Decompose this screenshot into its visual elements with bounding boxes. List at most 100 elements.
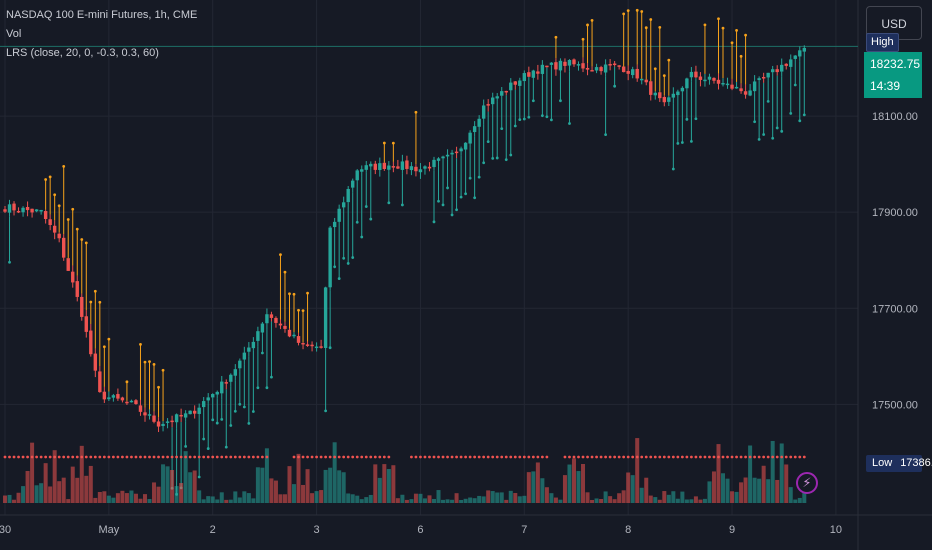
- volume-bar: [61, 477, 66, 503]
- volume-bar: [341, 472, 346, 503]
- candle-body: [730, 84, 734, 89]
- candle-body: [278, 323, 283, 326]
- candle-body: [472, 126, 477, 133]
- lrs-signal-dot: [545, 115, 549, 119]
- lrs-signal-dot: [455, 208, 458, 212]
- volume-signal-dot: [238, 455, 242, 459]
- volume-bar: [585, 492, 590, 503]
- volume-bar: [337, 470, 342, 503]
- volume-bar: [513, 493, 518, 503]
- lrs-signal-dot: [635, 8, 639, 12]
- volume-signal-dot: [188, 455, 192, 459]
- volume-bar: [228, 499, 233, 503]
- volume-bar: [702, 498, 707, 503]
- volume-bar: [562, 475, 567, 503]
- lrs-signal-dot: [93, 289, 97, 293]
- volume-bar: [120, 490, 125, 503]
- candle-body: [355, 170, 359, 181]
- volume-bar: [70, 466, 75, 503]
- candle-body: [450, 152, 454, 155]
- candle-body: [576, 64, 581, 66]
- candle-body: [409, 166, 414, 171]
- candle-body: [373, 163, 377, 170]
- symbol-title[interactable]: NASDAQ 100 E-mini Futures, 1h, CME: [6, 9, 198, 21]
- volume-bar: [581, 463, 586, 503]
- volume-bar: [730, 491, 735, 503]
- candle-body: [667, 97, 671, 102]
- lrs-indicator-label[interactable]: LRS (close, 20, 0, -0.3, 0.3, 60): [6, 47, 159, 59]
- volume-bar: [174, 486, 179, 503]
- volume-bar: [693, 496, 698, 503]
- candle-body: [770, 69, 775, 73]
- volume-signal-dot: [671, 455, 675, 459]
- x-tick-label: 30: [0, 524, 11, 536]
- volume-bar: [260, 467, 265, 503]
- candle-body: [612, 63, 617, 66]
- volume-signal-dot: [608, 455, 612, 459]
- volume-bar: [621, 490, 626, 503]
- volume-signal-dot: [531, 455, 535, 459]
- lightning-icon[interactable]: ⚡: [796, 472, 818, 494]
- volume-bar: [535, 462, 540, 503]
- volume-bar: [382, 464, 387, 503]
- candle-body: [251, 341, 256, 349]
- volume-signal-dot: [306, 455, 309, 459]
- lrs-signal-dot: [48, 175, 52, 179]
- candle-body: [414, 166, 418, 172]
- lrs-signal-dot: [333, 265, 337, 269]
- lrs-signal-dot: [676, 141, 680, 145]
- candle-body: [283, 325, 287, 329]
- volume-signal-dot: [139, 455, 142, 459]
- lrs-signal-dot: [139, 342, 142, 346]
- candle-body: [477, 118, 481, 127]
- volume-bar: [400, 494, 405, 503]
- candle-body: [174, 414, 179, 423]
- volume-bar: [432, 498, 436, 503]
- lrs-signal-dot: [441, 203, 445, 207]
- volume-bar: [323, 469, 328, 503]
- candle-body: [183, 413, 188, 418]
- volume-signal-dot: [324, 455, 328, 459]
- volume-signal-dot: [690, 455, 693, 459]
- candle-body: [423, 166, 427, 169]
- lrs-signal-dot: [703, 23, 707, 27]
- volume-bar: [7, 494, 12, 503]
- lrs-signal-dot: [346, 262, 350, 265]
- volume-signal-dot: [676, 455, 680, 459]
- volume-bar: [115, 493, 120, 503]
- volume-signal-dot: [721, 455, 725, 459]
- volume-signal-dot: [233, 455, 237, 459]
- lrs-signal-dot: [622, 12, 626, 16]
- volume-signal-dot: [414, 455, 418, 459]
- lrs-signal-dot: [75, 227, 79, 231]
- volume-bar: [233, 491, 238, 503]
- lrs-signal-dot: [721, 26, 725, 30]
- volume-signal-dot: [211, 455, 215, 459]
- lrs-signal-dot: [793, 83, 797, 87]
- candle-body: [25, 207, 30, 211]
- lrs-signal-dot: [143, 360, 147, 364]
- volume-indicator-label[interactable]: Vol: [6, 28, 22, 40]
- candle-body: [558, 60, 563, 71]
- candle-body: [98, 371, 102, 393]
- candle-body: [192, 410, 197, 414]
- volume-signal-dot: [202, 455, 206, 459]
- volume-signal-dot: [229, 455, 233, 459]
- lrs-signal-dot: [247, 421, 251, 425]
- candle-body: [229, 374, 233, 382]
- volume-bar: [364, 497, 369, 503]
- lrs-signal-dot: [550, 118, 553, 122]
- candle-body: [427, 166, 432, 169]
- volume-bar: [355, 495, 360, 503]
- x-tick-label: 6: [417, 524, 423, 536]
- volume-bar: [206, 496, 211, 503]
- volume-bar: [698, 499, 703, 503]
- x-tick-label: 3: [314, 524, 320, 536]
- candle-body: [481, 105, 486, 119]
- lrs-signal-dot: [270, 375, 273, 379]
- volume-bar: [472, 498, 477, 503]
- candle-body: [206, 397, 210, 401]
- volume-bar: [644, 477, 649, 503]
- candle-body: [220, 381, 224, 394]
